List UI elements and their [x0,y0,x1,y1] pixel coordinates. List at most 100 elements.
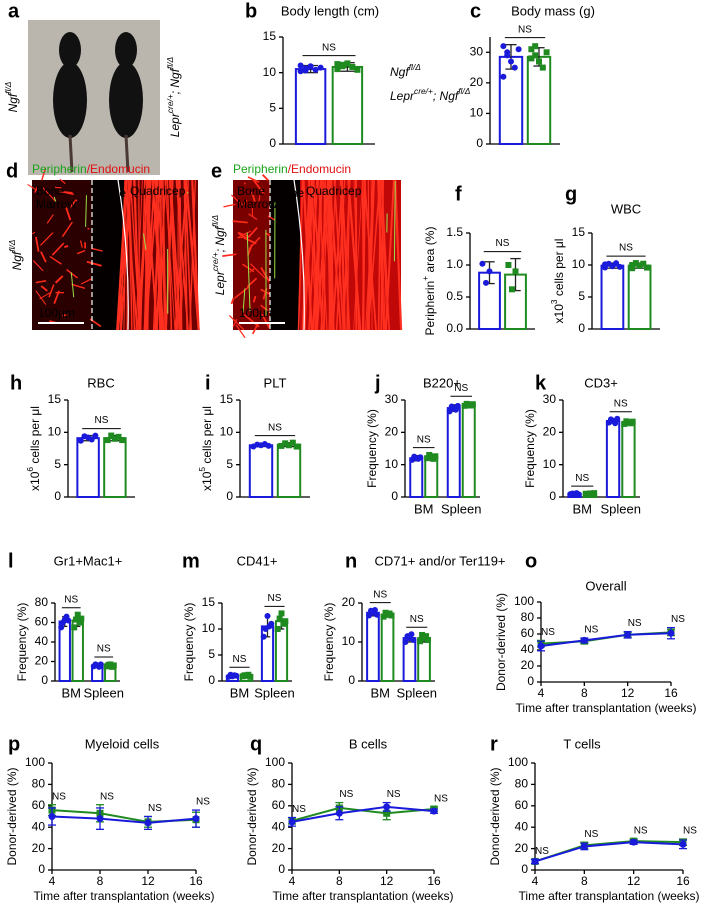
marker [629,262,636,268]
vessel [230,297,235,305]
significance-label: NS [196,797,210,808]
y-tick-label: 20 [35,654,49,668]
y-tick-label: 20 [521,658,535,672]
marker [667,629,675,637]
vessel [328,179,342,331]
chart-title: CD71+ and/or Ter119+ [374,553,505,568]
x-tick-label: Spleen [601,501,641,516]
chart-title: Overall [585,578,626,593]
marker [580,842,588,850]
panel-letter: l [8,550,14,572]
vessel [347,179,362,331]
marker [293,443,300,450]
vessel [49,255,62,265]
marker [373,611,380,618]
vessel [159,179,163,331]
chart-title: T cells [563,736,601,751]
bar [621,421,636,498]
bar [248,444,274,498]
marker [528,46,535,53]
vessel [135,179,143,331]
region-label: Marrow [237,197,277,211]
vessel [247,227,258,239]
marker [640,260,647,267]
text-part: cells per μl [552,239,566,300]
superscript: fl/Δ [3,81,13,94]
marker [77,437,84,444]
vessel [243,314,260,328]
superscript: cre/+ [414,86,433,96]
vessel [51,242,65,256]
vessel [178,179,183,331]
x-tick-label: BM [573,501,593,516]
marker [624,631,632,639]
vessel [185,179,200,331]
vessel [249,263,266,279]
vessel [80,278,92,285]
marker [233,672,240,679]
y-axis-label: Frequency (%) [365,409,379,488]
vessel [247,244,253,256]
series-line [540,632,672,647]
text-part: x10 [552,304,566,324]
vessel [366,179,375,331]
vessel [232,318,238,328]
vessel [222,253,237,257]
marker [425,637,432,644]
text-part: /Endomucin [87,162,150,176]
x-tick-label: 12 [621,686,635,700]
marker [307,63,314,70]
marker [264,613,271,619]
vessel [46,214,54,224]
significance-label: NS [541,627,555,638]
panel-letter: c [470,0,481,22]
y-axis-label: Frequency (%) [182,603,196,682]
vessel [40,285,48,292]
y-tick-label: 40 [32,819,46,833]
marker [508,286,515,293]
y-tick-label: 0.5 [446,289,463,303]
marrow-region [233,180,270,330]
significance-label: NS [584,625,598,636]
marker [302,67,309,74]
text-part: x10 [28,471,42,491]
y-tick-label: 5 [226,457,233,471]
chart-title: Body length (cm) [281,3,379,18]
marker [629,418,636,425]
marker [537,642,545,650]
y-tick-label: 40 [272,819,286,833]
vessel [353,179,363,331]
y-tick-label: 1.0 [446,257,463,271]
marker [65,617,72,624]
panel-letter: a [8,0,20,22]
x-tick-label: BM [62,685,82,700]
text-part: Ngf [390,65,410,79]
y-tick-label: 0 [208,673,215,687]
vessel [126,179,129,331]
vessel [329,179,336,331]
text-part: Lepr [213,270,227,295]
marker [402,639,409,645]
image-label: Ngffl/Δ [7,239,24,270]
marker [515,46,522,53]
vessel [250,191,256,203]
marker [371,607,378,614]
y-tick-label: 30 [470,44,484,58]
vessel [380,179,385,331]
y-axis-label: Frequency (%) [523,409,537,488]
y-tick-label: 60 [35,615,49,629]
bar [600,264,625,331]
marker [97,661,104,668]
region-label: Quadricep [306,184,362,198]
vessel [35,236,40,252]
bar [58,620,71,683]
marker [274,626,281,632]
nerve [246,232,251,312]
marker [508,58,514,65]
marker [115,433,122,440]
marker [119,437,126,444]
x-tick-label: 12 [380,874,394,888]
x-tick-label: 12 [141,874,155,888]
x-tick-label: 16 [189,874,203,888]
